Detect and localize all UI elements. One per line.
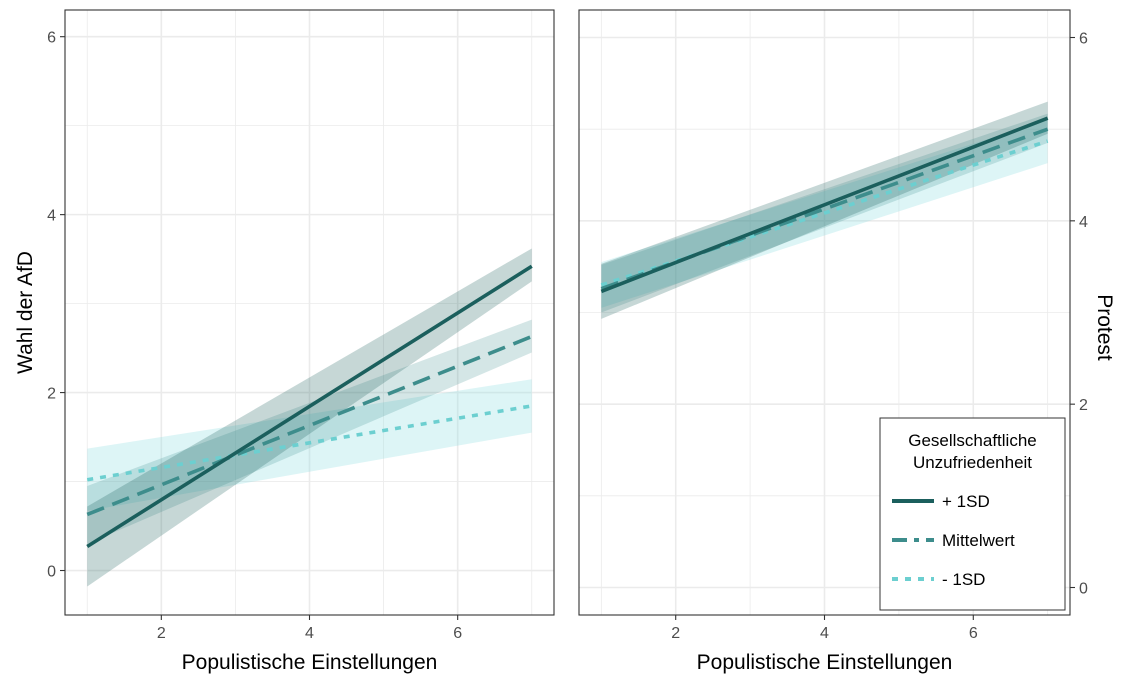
x-tick-label: 6 [969, 625, 978, 642]
y-tick-label: 6 [47, 30, 56, 47]
series-line-plus-1sd [600, 116, 1049, 294]
axis-titles: Populistische Einstellungen Populistisch… [14, 251, 1116, 674]
legend-label-minus-1sd: - 1SD [942, 570, 985, 589]
x-tick-label: 4 [820, 625, 829, 642]
y-tick-label: 0 [47, 564, 56, 581]
confidence-band-plus-1sd [87, 248, 532, 587]
x-tick-label: 4 [305, 625, 314, 642]
confidence-band-plus-1sd [601, 101, 1048, 319]
legend-title-line-1: Gesellschaftliche [908, 431, 1037, 450]
y-axis-title-left: Wahl der AfD [14, 251, 37, 374]
y-tick-label: 4 [47, 208, 56, 225]
confidence-band-mittelwert [87, 319, 532, 544]
legend: Gesellschaftliche Unzufriedenheit + 1SD M… [879, 417, 1066, 611]
x-axis-title-right: Populistische Einstellungen [697, 651, 953, 674]
series-line-minus-1sd [86, 404, 533, 482]
y-tick-label: 2 [1079, 397, 1088, 414]
y-tick-label: 2 [47, 386, 56, 403]
x-tick-label: 2 [157, 625, 166, 642]
panel-left: 2 4 6 0 2 4 6 [47, 9, 555, 642]
x-tick-label: 2 [671, 625, 680, 642]
series-line-mittelwert [600, 127, 1049, 291]
legend-entries: + 1SD Mittelwert - 1SD [892, 492, 1015, 589]
legend-label-plus-1sd: + 1SD [942, 492, 990, 511]
y-tick-label: 4 [1079, 214, 1088, 231]
y-tick-label: 0 [1079, 581, 1088, 598]
series-line-plus-1sd [86, 264, 533, 549]
y-tick-label: 6 [1079, 31, 1088, 48]
x-tick-label: 6 [453, 625, 462, 642]
legend-label-mittelwert: Mittelwert [942, 531, 1015, 550]
y-axis-title-right: Protest [1093, 294, 1116, 361]
legend-title-line-2: Unzufriedenheit [913, 453, 1032, 472]
x-axis-title-left: Populistische Einstellungen [182, 651, 438, 674]
